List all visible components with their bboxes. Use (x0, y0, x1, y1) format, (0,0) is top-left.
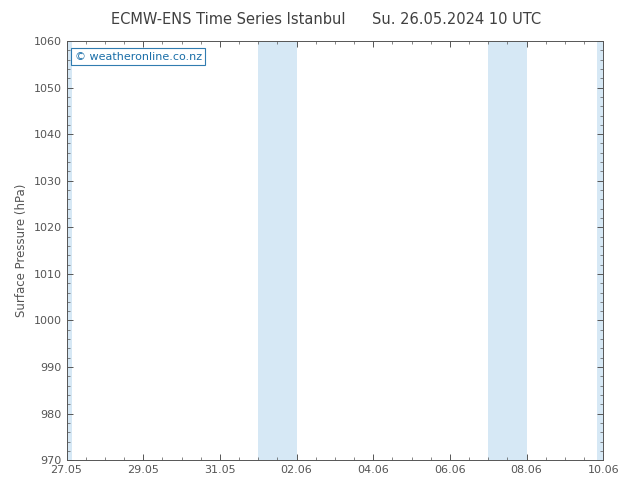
Bar (277, 41, 297, 460)
Bar (597, 41, 603, 460)
Text: ECMW-ENS Time Series Istanbul: ECMW-ENS Time Series Istanbul (111, 12, 346, 27)
Bar (507, 41, 526, 460)
Text: © weatheronline.co.nz: © weatheronline.co.nz (75, 51, 202, 62)
Bar (488, 41, 507, 460)
Bar (258, 41, 277, 460)
Bar (67, 41, 72, 460)
Text: Su. 26.05.2024 10 UTC: Su. 26.05.2024 10 UTC (372, 12, 541, 27)
Y-axis label: Surface Pressure (hPa): Surface Pressure (hPa) (15, 184, 28, 318)
